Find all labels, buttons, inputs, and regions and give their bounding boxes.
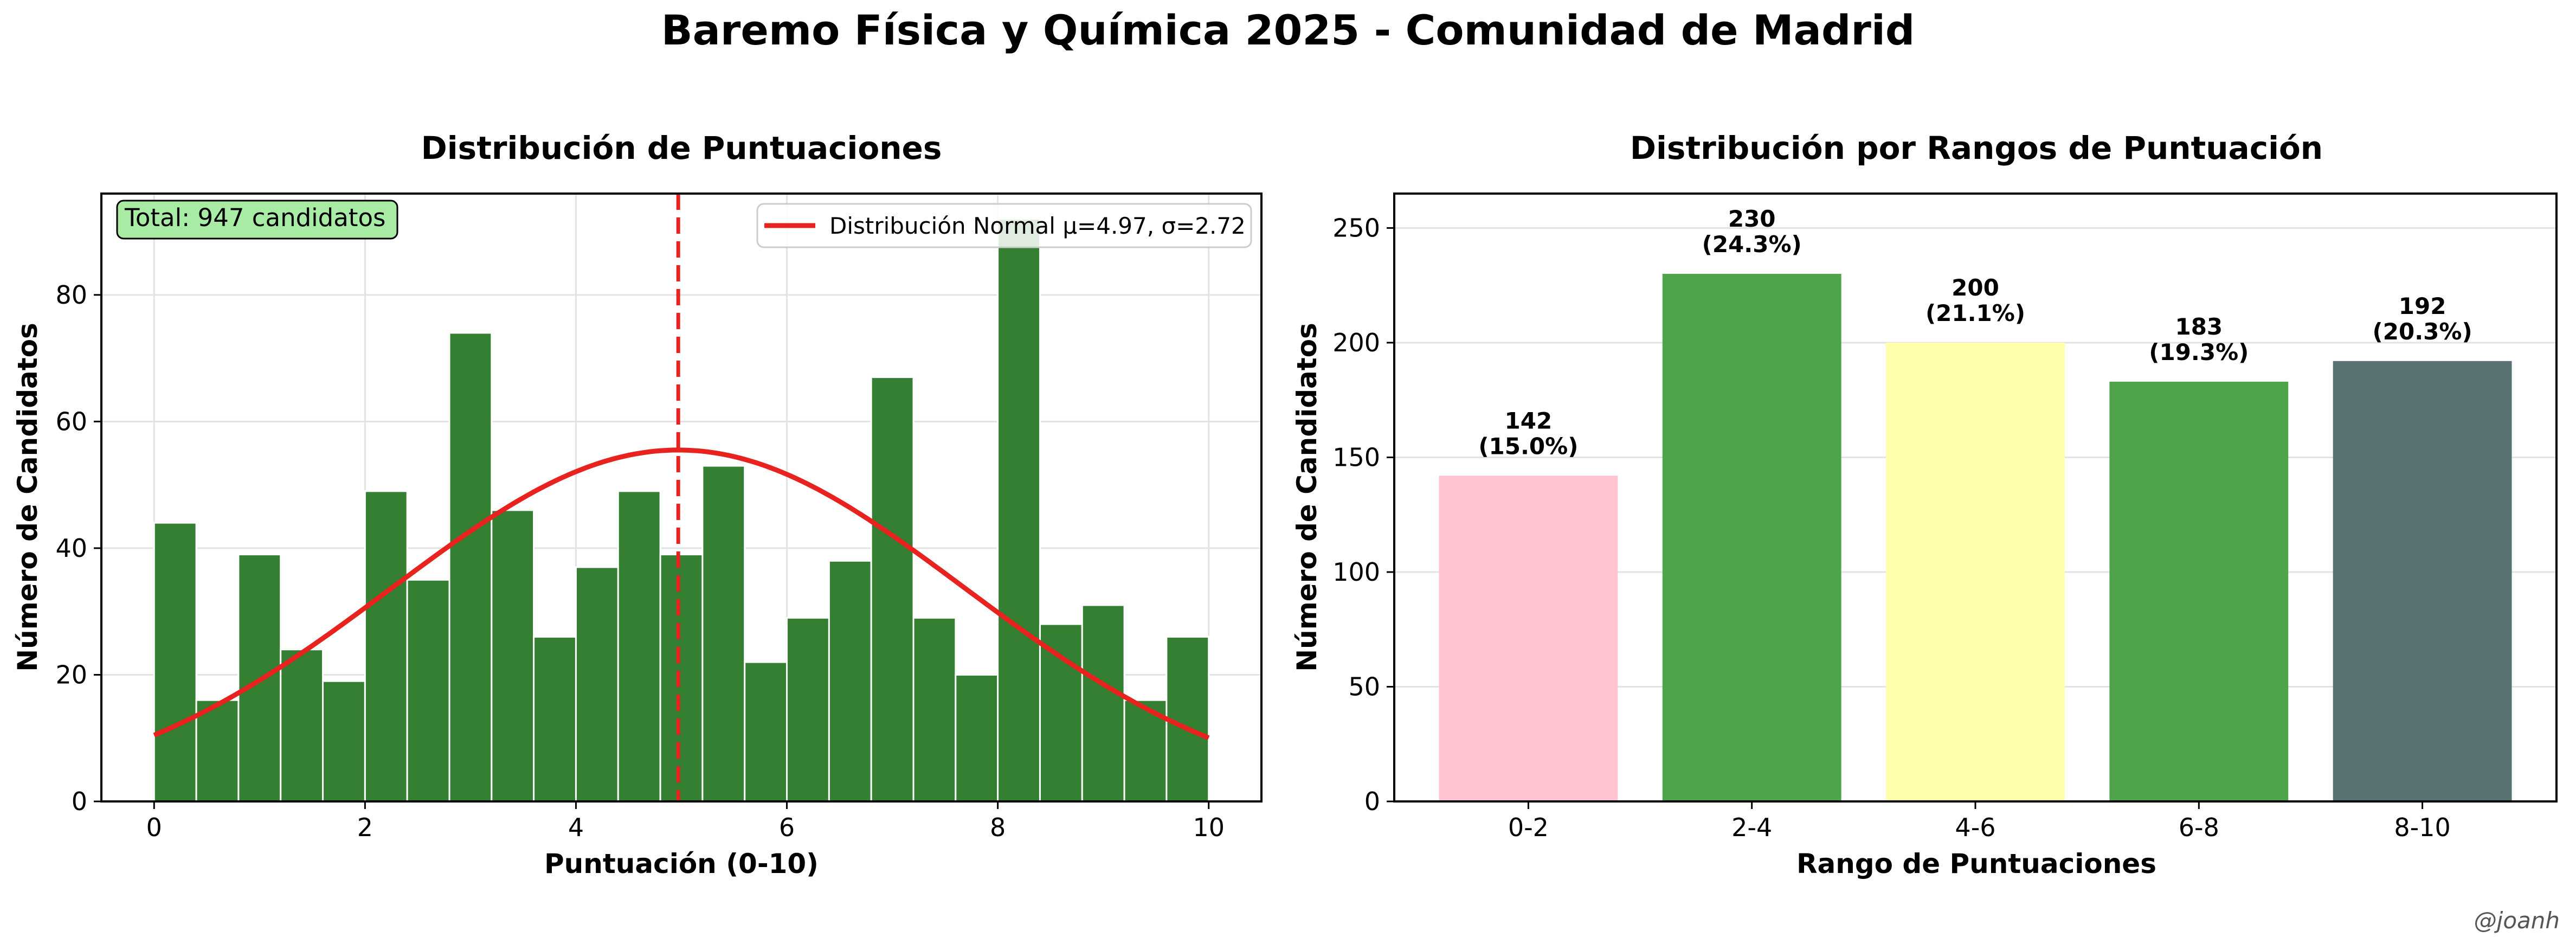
range-bar [2109, 381, 2289, 801]
histogram-bar [1165, 636, 1210, 803]
y-tick-label: 0 [72, 787, 87, 816]
histogram-bar [701, 465, 746, 803]
legend-entry-normal: Distribución Normal μ=4.97, σ=2.72 [829, 213, 1246, 239]
y-tick-label: 200 [1332, 328, 1380, 357]
histogram-bar [533, 636, 577, 803]
histogram-bar [1039, 623, 1083, 803]
histogram-frame [100, 192, 1263, 803]
x-tick-label: 10 [1193, 813, 1225, 842]
range-bar [2333, 361, 2512, 801]
total-annotation-text: Total: 947 candidatos [124, 203, 385, 232]
histogram-bar [955, 673, 999, 803]
bar-value-label: 200 [1952, 274, 1999, 301]
bar-value-label: 192 [2399, 293, 2446, 319]
histogram-bar [491, 509, 535, 803]
y-tick-label: 80 [55, 280, 87, 310]
histogram-bar [659, 554, 704, 803]
histogram-bar [912, 617, 957, 803]
y-tick-label: 100 [1332, 557, 1380, 587]
histogram-bar [322, 680, 366, 803]
total-annotation: Total: 947 candidatos [116, 200, 398, 240]
x-tick-label: 4 [568, 813, 584, 842]
histogram-bar [280, 649, 324, 803]
bar-value-label: 230 [1728, 206, 1776, 232]
histogram-bar [997, 218, 1041, 803]
y-tick-label: 40 [55, 534, 87, 563]
histogram-title: Distribución de Puntuaciones [421, 130, 942, 166]
range-bars [1439, 274, 2512, 801]
y-tick-label: 60 [55, 407, 87, 436]
histogram-bar [1081, 604, 1125, 803]
figure-title: Baremo Física y Química 2025 - Comunidad… [661, 6, 1915, 54]
histogram-y-label: Número de Candidatos [12, 323, 43, 671]
x-tick-label: 6 [779, 813, 795, 842]
histogram-bar [744, 661, 788, 803]
range-value-labels: 142(15.0%) 230(24.3%) 200(21.1%) 183(19.3%)… [1478, 206, 2472, 459]
histogram-bar [786, 617, 830, 803]
legend-box [756, 203, 1252, 248]
bar-percent-label: (15.0%) [1478, 433, 1578, 459]
category-label: 8-10 [2394, 813, 2450, 842]
total-annotation-box [116, 200, 398, 240]
x-tick-label: 2 [357, 813, 373, 842]
histogram-bar [406, 579, 450, 803]
range-ticks: 0-2 2-4 4-6 6-8 8-10 0 50 100 150 200 250 [1332, 213, 2451, 842]
bar-value-label: 142 [1505, 407, 1553, 434]
y-tick-label: 50 [1348, 672, 1380, 701]
histogram-x-label: Puntuación (0-10) [544, 848, 819, 880]
histogram-bar [617, 490, 661, 803]
bar-percent-label: (24.3%) [1702, 231, 1802, 258]
normal-curve [153, 447, 1210, 740]
histogram-bar [448, 332, 493, 803]
histogram-bar [195, 699, 240, 803]
y-tick-label: 0 [1364, 787, 1380, 816]
histogram-bar [828, 560, 872, 803]
histogram-bar [153, 522, 197, 803]
x-tick-label: 0 [146, 813, 162, 842]
category-label: 6-8 [2179, 813, 2219, 842]
y-tick-label: 20 [55, 660, 87, 689]
bar-percent-label: (21.1%) [1925, 300, 2025, 326]
range-bar [1886, 342, 2065, 801]
watermark: @joanh [2474, 907, 2560, 934]
range-x-label: Rango de Puntuaciones [1796, 848, 2156, 880]
range-bar [1662, 274, 1841, 801]
category-label: 2-4 [1731, 813, 1772, 842]
histogram-bar [575, 566, 619, 803]
x-tick-label: 8 [990, 813, 1006, 842]
range-bar-chart: Distribución por Rangos de Puntuación 14… [1291, 130, 2558, 880]
range-y-label: Número de Candidatos [1291, 323, 1323, 671]
category-label: 4-6 [1955, 813, 1995, 842]
histogram-bars [153, 218, 1210, 803]
category-label: 0-2 [1508, 813, 1549, 842]
histogram-legend: Distribución Normal μ=4.97, σ=2.72 [756, 203, 1252, 248]
bar-percent-label: (20.3%) [2373, 318, 2472, 345]
histogram-ticks: 0 2 4 6 8 10 0 20 40 60 80 [55, 280, 1225, 842]
histogram-chart: Distribución de Puntuaciones 0 2 4 6 8 10 0 20 4… [12, 130, 1263, 880]
range-bar [1439, 476, 1618, 801]
bar-percent-label: (19.3%) [2149, 339, 2249, 365]
y-tick-label: 150 [1332, 442, 1380, 472]
histogram-bar [364, 490, 408, 803]
histogram-bar [870, 376, 915, 803]
range-chart-title: Distribución por Rangos de Puntuación [1630, 130, 2323, 166]
y-tick-label: 250 [1332, 213, 1380, 242]
bar-value-label: 183 [2175, 313, 2223, 340]
